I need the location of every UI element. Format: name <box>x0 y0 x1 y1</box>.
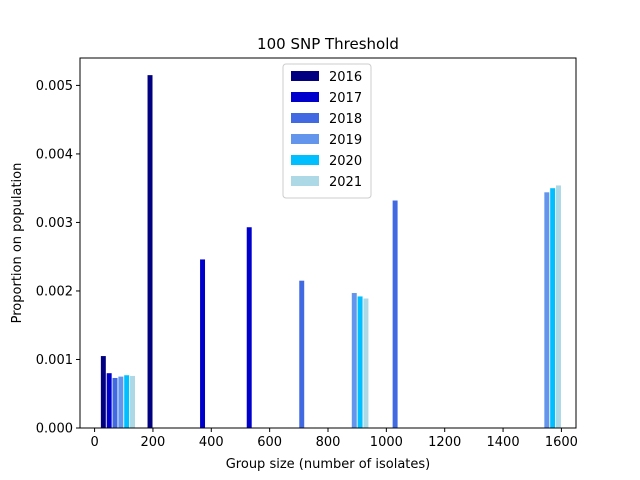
bars-group <box>100 75 561 428</box>
x-tick-label: 200 <box>141 435 166 450</box>
bar-2019-0 <box>118 376 124 428</box>
bar-2020-1 <box>357 296 363 428</box>
y-tick-label: 0.000 <box>36 422 73 437</box>
y-tick-label: 0.001 <box>36 353 73 368</box>
bar-2017-2 <box>246 227 252 428</box>
legend-label-2019: 2019 <box>329 133 362 148</box>
bar-2017-1 <box>200 259 206 428</box>
x-axis-ticks: 0 200 400 600 800 1000 1200 1400 1600 <box>90 428 578 450</box>
bar-2021-1 <box>363 298 369 428</box>
legend-label-2021: 2021 <box>329 175 362 190</box>
bar-2018-0 <box>112 377 118 428</box>
legend-label-2017: 2017 <box>329 91 362 106</box>
bar-2021-2 <box>556 185 561 428</box>
y-tick-label: 0.003 <box>36 216 73 231</box>
bar-2020-0 <box>124 375 130 428</box>
bar-2016-1 <box>147 75 153 428</box>
bar-2019-2 <box>544 192 550 428</box>
y-tick-label: 0.005 <box>36 79 73 94</box>
legend-swatch-2021 <box>291 176 319 186</box>
legend-swatch-2020 <box>291 155 319 165</box>
y-tick-label: 0.004 <box>36 147 73 162</box>
bar-2021-0 <box>130 375 135 428</box>
x-tick-label: 1200 <box>428 435 461 450</box>
legend-swatch-2019 <box>291 134 319 144</box>
legend-swatch-2018 <box>291 113 319 123</box>
bar-2018-2 <box>392 200 398 428</box>
bar-2020-2 <box>550 188 556 428</box>
chart-title: 100 SNP Threshold <box>257 35 399 53</box>
legend: 2016 2017 2018 2019 2020 2021 <box>282 63 372 199</box>
bar-2016-0 <box>100 356 106 428</box>
x-tick-label: 1600 <box>545 435 578 450</box>
legend-label-2018: 2018 <box>329 112 362 127</box>
y-axis-title: Proportion on population <box>10 163 25 324</box>
bar-2017-0 <box>106 373 112 428</box>
x-tick-label: 400 <box>199 435 224 450</box>
legend-swatch-2016 <box>291 71 319 81</box>
x-tick-label: 0 <box>90 435 98 450</box>
bar-2018-1 <box>299 280 305 428</box>
legend-swatch-2017 <box>291 92 319 102</box>
x-axis-title: Group size (number of isolates) <box>226 457 431 472</box>
x-tick-label: 1400 <box>487 435 520 450</box>
legend-label-2020: 2020 <box>329 154 362 169</box>
x-tick-label: 800 <box>316 435 341 450</box>
bar-2019-1 <box>351 293 357 428</box>
y-axis-ticks: 0.000 0.001 0.002 0.003 0.004 0.005 <box>36 79 80 437</box>
legend-label-2016: 2016 <box>329 70 362 85</box>
x-tick-label: 600 <box>257 435 282 450</box>
y-tick-label: 0.002 <box>36 284 73 299</box>
x-tick-label: 1000 <box>370 435 403 450</box>
